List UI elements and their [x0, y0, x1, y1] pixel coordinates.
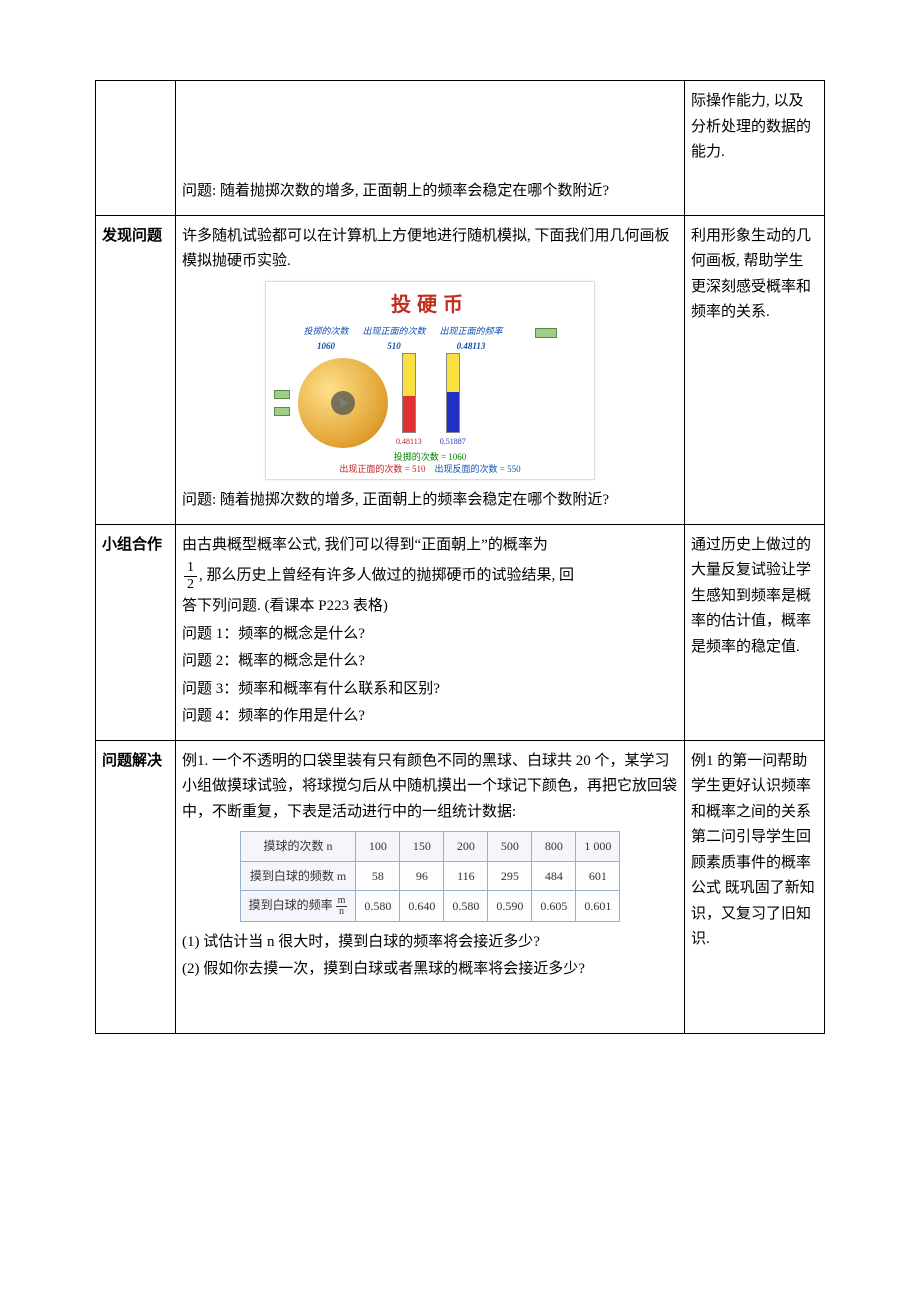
sim-button-icon — [535, 328, 557, 338]
row2-note: 通过历史上做过的大量反复试验让学生感知到频率是概率的估计值，概率是频率的稳定值. — [691, 537, 811, 655]
row2-q4: 问题 4：频率的作用是什么? — [182, 704, 678, 730]
lesson-plan-table: 问题: 随着抛掷次数的增多, 正面朝上的频率会稳定在哪个数附近? 际操作能力, … — [95, 80, 825, 1034]
sim-h1v: 1060 — [317, 341, 335, 351]
row2-label-cell: 小组合作 — [96, 524, 176, 740]
bar2-label: 0.51887 — [440, 435, 466, 449]
row2-text1: 由古典概型概率公式, 我们可以得到“正面朝上”的概率为 — [182, 533, 678, 559]
fraction-half: 1 2 — [184, 560, 197, 592]
dh2: 150 — [400, 832, 444, 861]
sim-h2v: 510 — [387, 341, 401, 351]
row0-note: 际操作能力, 以及分析处理的数据的能力. — [691, 93, 811, 160]
sim-footer: 投掷的次数 = 1060 出现正面的次数 = 510 出现反面的次数 = 550 — [270, 452, 590, 475]
sim-header: 投掷的次数 1060 出现正面的次数 510 出现正面的频率 0.48113 — [270, 324, 590, 355]
sim-title: 投硬币 — [270, 288, 590, 322]
dh4: 500 — [488, 832, 532, 861]
bar-tails — [446, 353, 460, 433]
row2-text1a: 由古典概型概率公式, 我们可以得到“正面朝上”的概率为 — [182, 537, 548, 553]
coin-icon — [298, 358, 388, 448]
row0-question: 问题: 随着抛掷次数的增多, 正面朝上的频率会稳定在哪个数附近? — [182, 179, 678, 205]
frac-num: 1 — [184, 560, 197, 576]
sim-bars: 0.48113 0.51887 — [396, 358, 466, 448]
dc0: 摸到白球的频数 m — [240, 861, 356, 890]
row2-q3: 问题 3：频率和概率有什么联系和区别? — [182, 677, 678, 703]
row1-note-cell: 利用形象生动的几何画板, 帮助学生更深刻感受概率和频率的关系. — [685, 215, 825, 524]
row1-content-cell: 许多随机试验都可以在计算机上方便地进行随机模拟, 下面我们用几何画板模拟抛硬币实… — [176, 215, 685, 524]
df2: 0.580 — [444, 891, 488, 922]
row3-note-cell: 例1 的第一问帮助学生更好认识频率和概率之间的关系 第二问引导学生回顾素质事件的… — [685, 740, 825, 1033]
row3-note: 例1 的第一问帮助学生更好认识频率和概率之间的关系 第二问引导学生回顾素质事件的… — [691, 753, 815, 948]
row3-example-lead: 例1. 一个不透明的口袋里装有只有颜色不同的黑球、白球共 20 个，某学习小组做… — [182, 749, 678, 826]
row2-note-cell: 通过历史上做过的大量反复试验让学生感知到频率是概率的估计值，概率是频率的稳定值. — [685, 524, 825, 740]
df-label: 摸到白球的频率 — [249, 898, 333, 912]
ball-data-table: 摸球的次数 n 100 150 200 500 800 1 000 摸到白球的频… — [240, 831, 621, 922]
sim-h3v: 0.48113 — [457, 341, 486, 351]
frac-n: n — [336, 907, 348, 917]
dc6: 601 — [576, 861, 620, 890]
df5: 0.601 — [576, 891, 620, 922]
dc1: 58 — [356, 861, 400, 890]
sim-foot2a: 出现正面的次数 = 510 — [339, 464, 425, 474]
df1: 0.640 — [400, 891, 444, 922]
dh3: 200 — [444, 832, 488, 861]
sim-h1: 投掷的次数 — [303, 326, 348, 336]
df0: 0.580 — [356, 891, 400, 922]
row3-label-cell: 问题解决 — [96, 740, 176, 1033]
df-label-cell: 摸到白球的频率 m n — [240, 891, 356, 922]
row0-note-cell: 际操作能力, 以及分析处理的数据的能力. — [685, 81, 825, 216]
row3-label: 问题解决 — [102, 753, 162, 769]
coin-sim-figure: 投硬币 投掷的次数 1060 出现正面的次数 510 出现正面的频率 0.48113 — [265, 281, 595, 481]
row1-label: 发现问题 — [102, 228, 162, 244]
row1-label-cell: 发现问题 — [96, 215, 176, 524]
dc2: 96 — [400, 861, 444, 890]
sim-btn-1-icon — [274, 390, 290, 399]
row2-text1-line2: 1 2 , 那么历史上曾经有许多人做过的抛掷硬币的试验结果, 回 — [182, 560, 678, 592]
dh6: 1 000 — [576, 832, 620, 861]
dh1: 100 — [356, 832, 400, 861]
row3-content-cell: 例1. 一个不透明的口袋里装有只有颜色不同的黑球、白球共 20 个，某学习小组做… — [176, 740, 685, 1033]
bar1-label: 0.48113 — [396, 435, 422, 449]
row3-q1: (1) 试估计当 n 很大时，摸到白球的频率将会接近多少? — [182, 930, 678, 956]
frac-den: 2 — [184, 577, 197, 592]
row2-text2: 答下列问题. (看课本 P223 表格) — [182, 594, 678, 620]
sim-foot1: 投掷的次数 = 1060 — [270, 452, 590, 464]
row2-q2: 问题 2：概率的概念是什么? — [182, 649, 678, 675]
df4: 0.605 — [532, 891, 576, 922]
row3-q2: (2) 假如你去摸一次，摸到白球或者黑球的概率将会接近多少? — [182, 957, 678, 983]
dh5: 800 — [532, 832, 576, 861]
sim-h2: 出现正面的次数 — [362, 326, 425, 336]
row2-content-cell: 由古典概型概率公式, 我们可以得到“正面朝上”的概率为 1 2 , 那么历史上曾… — [176, 524, 685, 740]
play-icon — [340, 398, 349, 408]
row0-content-cell: 问题: 随着抛掷次数的增多, 正面朝上的频率会稳定在哪个数附近? — [176, 81, 685, 216]
sim-h3: 出现正面的频率 — [440, 326, 503, 336]
mn-fraction: m n — [336, 896, 348, 917]
sim-foot2b: 出现反面的次数 = 550 — [435, 464, 521, 474]
row2-q1: 问题 1：频率的概念是什么? — [182, 622, 678, 648]
row2-text1b: , 那么历史上曾经有许多人做过的抛掷硬币的试验结果, 回 — [199, 568, 574, 584]
row2-label: 小组合作 — [102, 537, 162, 553]
dc4: 295 — [488, 861, 532, 890]
dc3: 116 — [444, 861, 488, 890]
bar-heads — [402, 353, 416, 433]
row1-question: 问题: 随着抛掷次数的增多, 正面朝上的频率会稳定在哪个数附近? — [182, 488, 678, 514]
dc5: 484 — [532, 861, 576, 890]
row0-label-cell — [96, 81, 176, 216]
row1-intro: 许多随机试验都可以在计算机上方便地进行随机模拟, 下面我们用几何画板模拟抛硬币实… — [182, 224, 678, 275]
sim-btn-2-icon — [274, 407, 290, 416]
dh0: 摸球的次数 n — [240, 832, 356, 861]
row1-note: 利用形象生动的几何画板, 帮助学生更深刻感受概率和频率的关系. — [691, 228, 811, 321]
df3: 0.590 — [488, 891, 532, 922]
